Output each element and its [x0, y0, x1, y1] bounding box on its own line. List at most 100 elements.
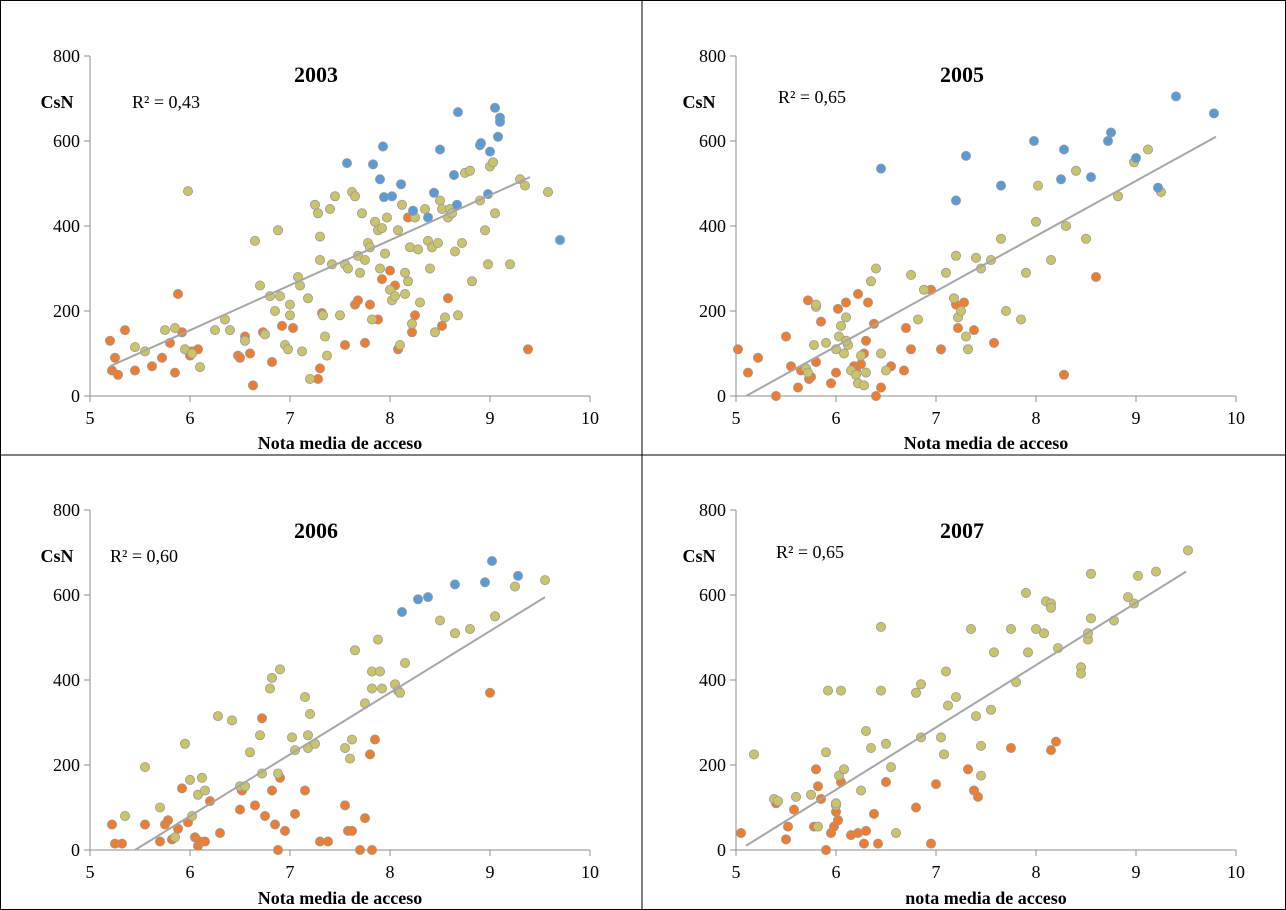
y-tick-label: 800 — [53, 46, 80, 66]
data-point — [272, 845, 283, 856]
y-tick-label: 800 — [699, 46, 726, 66]
data-point — [966, 624, 977, 635]
data-point — [321, 350, 332, 361]
data-point — [931, 779, 942, 790]
data-point — [329, 191, 340, 202]
data-point — [783, 821, 794, 832]
data-point — [856, 785, 867, 796]
data-point — [781, 331, 792, 342]
data-point — [973, 791, 984, 802]
data-point — [105, 335, 116, 346]
x-axis-label: Nota media de acceso — [258, 433, 422, 453]
data-point — [489, 102, 500, 113]
data-point — [831, 367, 842, 378]
data-point — [873, 838, 884, 849]
data-point — [352, 295, 363, 306]
y-tick-label: 200 — [53, 301, 80, 321]
data-point — [821, 747, 832, 758]
data-point — [449, 246, 460, 257]
x-tick-label: 10 — [1227, 862, 1245, 882]
x-tick-label: 9 — [486, 408, 495, 428]
data-point — [475, 138, 486, 149]
y-tick-label: 0 — [71, 840, 80, 860]
data-point — [919, 284, 930, 295]
data-point — [269, 819, 280, 830]
data-point — [823, 685, 834, 696]
data-point — [813, 781, 824, 792]
data-point — [523, 344, 534, 355]
x-tick-label: 7 — [932, 408, 941, 428]
data-point — [428, 187, 439, 198]
data-point — [259, 329, 270, 340]
x-tick-label: 6 — [832, 862, 841, 882]
data-point — [314, 254, 325, 265]
data-point — [936, 732, 947, 743]
data-point — [406, 327, 417, 338]
data-point — [1171, 91, 1182, 102]
data-point — [976, 740, 987, 751]
data-point — [871, 390, 882, 401]
data-point — [959, 297, 970, 308]
data-point — [1029, 135, 1040, 146]
x-axis-label: Nota media de acceso — [258, 888, 422, 908]
data-point — [284, 299, 295, 310]
data-point — [264, 683, 275, 694]
data-point — [866, 276, 877, 287]
data-point — [449, 628, 460, 639]
r-squared-label: R² = 0,65 — [778, 87, 846, 107]
data-point — [841, 297, 852, 308]
y-tick-label: 200 — [699, 301, 726, 321]
data-point — [234, 352, 245, 363]
data-point — [349, 645, 360, 656]
data-point — [389, 291, 400, 302]
data-point — [266, 356, 277, 367]
data-point — [120, 325, 131, 336]
data-point — [869, 808, 880, 819]
data-point — [1086, 613, 1097, 624]
data-point — [399, 267, 410, 278]
data-point — [299, 692, 310, 703]
data-point — [402, 276, 413, 287]
data-point — [913, 314, 924, 325]
data-point — [372, 634, 383, 645]
data-point — [369, 734, 380, 745]
data-point — [1039, 628, 1050, 639]
r-squared-label: R² = 0,65 — [776, 542, 844, 562]
data-point — [1103, 135, 1114, 146]
data-point — [424, 263, 435, 274]
chart-panel-2007: 2007 CsN R² = 0,65 nota media de acceso … — [682, 500, 1245, 908]
y-tick-label: 400 — [699, 216, 726, 236]
data-point — [381, 212, 392, 223]
data-point — [793, 382, 804, 393]
data-point — [274, 291, 285, 302]
series-olive — [749, 545, 1194, 839]
data-point — [367, 159, 378, 170]
data-point — [399, 288, 410, 299]
data-point — [392, 225, 403, 236]
data-point — [836, 685, 847, 696]
data-point — [1001, 305, 1012, 316]
data-point — [384, 265, 395, 276]
data-point — [276, 320, 287, 331]
data-point — [299, 785, 310, 796]
data-point — [287, 322, 298, 333]
x-tick-label: 8 — [1032, 408, 1041, 428]
data-point — [1051, 736, 1062, 747]
data-point — [169, 322, 180, 333]
data-point — [378, 192, 389, 203]
data-point — [969, 325, 980, 336]
data-point — [139, 819, 150, 830]
data-point — [199, 785, 210, 796]
data-point — [249, 800, 260, 811]
plot-area: 0 200 400 600 800 5 6 7 8 9 10 — [699, 46, 1245, 428]
x-tick-label: 9 — [486, 862, 495, 882]
data-point — [494, 116, 505, 127]
x-tick-label: 5 — [732, 408, 741, 428]
data-point — [379, 248, 390, 259]
data-point — [396, 607, 407, 618]
data-point — [399, 658, 410, 669]
data-point — [184, 774, 195, 785]
data-point — [154, 836, 165, 847]
data-point — [1033, 180, 1044, 191]
